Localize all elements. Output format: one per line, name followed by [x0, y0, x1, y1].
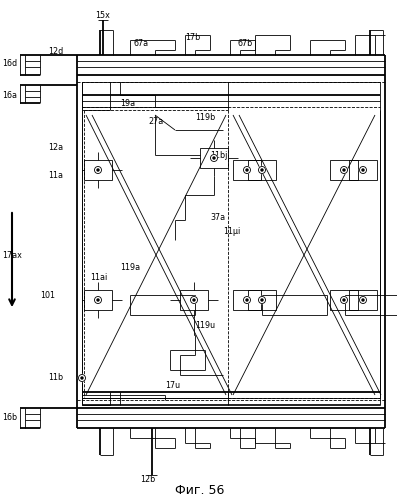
Bar: [84, 160, 112, 180]
Circle shape: [258, 166, 266, 173]
Text: 37a: 37a: [210, 214, 225, 222]
Text: 119b: 119b: [195, 114, 215, 122]
Text: 12b: 12b: [140, 476, 155, 484]
Bar: [180, 290, 208, 310]
Circle shape: [81, 377, 83, 379]
Circle shape: [246, 299, 248, 301]
Circle shape: [243, 166, 251, 173]
Circle shape: [97, 299, 99, 301]
Circle shape: [360, 296, 366, 304]
Circle shape: [261, 299, 263, 301]
Circle shape: [341, 166, 347, 173]
Circle shape: [97, 169, 99, 171]
Circle shape: [343, 299, 345, 301]
Text: 16a: 16a: [2, 90, 17, 100]
Bar: [349, 160, 377, 180]
Circle shape: [213, 157, 215, 159]
Circle shape: [261, 169, 263, 171]
Circle shape: [191, 296, 197, 304]
Text: 16b: 16b: [2, 414, 17, 422]
Text: 17ax: 17ax: [2, 250, 22, 260]
Circle shape: [79, 374, 85, 382]
Text: 17u: 17u: [165, 380, 180, 390]
Text: Фиг. 56: Фиг. 56: [175, 484, 225, 496]
Text: 11bj: 11bj: [210, 150, 227, 160]
Circle shape: [343, 169, 345, 171]
Text: 11a: 11a: [48, 170, 63, 179]
Bar: [330, 160, 358, 180]
Circle shape: [258, 296, 266, 304]
Text: 101: 101: [40, 290, 55, 300]
Circle shape: [94, 296, 102, 304]
Bar: [248, 290, 276, 310]
Circle shape: [360, 166, 366, 173]
Bar: [233, 290, 261, 310]
Circle shape: [246, 169, 248, 171]
Text: 67b: 67b: [237, 38, 252, 48]
Bar: [233, 160, 261, 180]
Text: 19a: 19a: [120, 98, 135, 108]
Bar: [248, 160, 276, 180]
Text: 15x: 15x: [95, 12, 110, 20]
Text: 119u: 119u: [195, 320, 215, 330]
Circle shape: [341, 296, 347, 304]
Circle shape: [362, 169, 364, 171]
Text: 17b: 17b: [185, 34, 200, 42]
Circle shape: [193, 299, 195, 301]
Bar: [349, 290, 377, 310]
Text: 67a: 67a: [133, 38, 148, 48]
Bar: [330, 290, 358, 310]
Circle shape: [210, 154, 218, 162]
Text: 11b: 11b: [48, 374, 63, 382]
Text: 12a: 12a: [48, 144, 63, 152]
Text: 11μi: 11μi: [223, 228, 240, 236]
Text: 11ai: 11ai: [90, 274, 107, 282]
Text: 27a: 27a: [148, 116, 163, 126]
Bar: [200, 148, 228, 168]
Circle shape: [362, 299, 364, 301]
Text: 16d: 16d: [2, 58, 17, 68]
Bar: [84, 290, 112, 310]
Text: 119a: 119a: [120, 264, 140, 272]
Circle shape: [243, 296, 251, 304]
Circle shape: [94, 166, 102, 173]
Text: 12d: 12d: [48, 48, 63, 56]
